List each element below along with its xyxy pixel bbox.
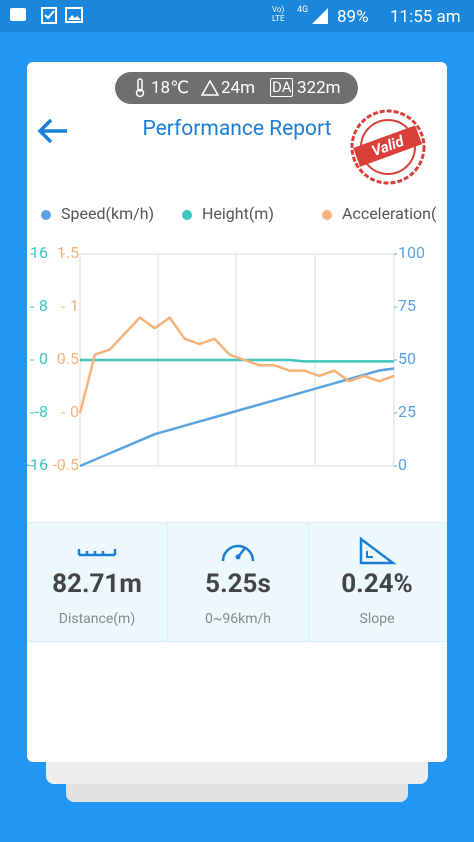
legend-label: Height(m) [202,204,274,223]
y-tick-label: 0 [398,455,407,474]
back-button[interactable] [35,116,71,146]
y-tick-label: 0 [70,402,79,421]
chart: 0 25 50 75 100 -16 -8 0 8 16 -0.5 0 0.5 1 1.5 Speed(km… [27,204,437,474]
stat-label: Distance(m) [58,611,136,627]
y-tick-label: 8 [39,296,48,315]
da-badge: DA [270,78,294,97]
stat-time: 5.25s 0~96km/h [167,523,309,641]
legend-swatch [41,210,51,220]
altitude-icon [201,79,219,96]
battery: 89% [337,7,369,27]
stat-distance: 82.71m Distance(m) [27,523,167,641]
stat-value: 0.24% [341,569,413,599]
legend-swatch [182,210,192,220]
slope-icon [359,537,397,565]
y-tick-label: 50 [398,349,416,368]
report-card: 18℃ 24m DA 322m Performance Report Valid… [27,62,447,762]
legend-swatch [322,210,332,220]
thermometer-icon [135,78,145,98]
chart-plot: 0 25 50 75 100 -16 -8 0 8 16 -0.5 0 0.5 1 1.5 [27,243,425,474]
y-tick-label: 1.5 [57,243,79,262]
y-tick-label: 1 [70,296,79,315]
notification-icons [10,7,83,24]
y-tick-label: 16 [30,243,48,262]
y-tick-label: 100 [398,243,425,262]
speedometer-icon [221,544,255,562]
stat-value: 5.25s [205,569,271,599]
signal-icon [312,8,328,24]
y-tick-label: -8 [35,402,48,421]
series-line [80,358,394,363]
network: 4G [297,5,309,15]
clock: 11:55 am [390,7,461,27]
conditions-pill: 18℃ 24m DA 322m [115,72,358,104]
stat-slope: 0.24% Slope [307,523,447,641]
stat-label: 0~96km/h [205,611,271,627]
y-tick-label: -0.5 [52,455,79,474]
y-tick-label: 0.5 [57,349,79,368]
density-altitude: 322m [297,78,341,98]
status-bar: Vo) LTE 4G 89% 11:55 am [0,0,474,32]
y-tick-label: 25 [398,402,416,421]
stat-value: 82.71m [52,569,142,599]
stat-label: Slope [359,611,395,627]
valid-stamp: Valid [350,109,426,185]
legend-label: Speed(km/h) [61,204,154,223]
y-tick-label: 0 [39,349,48,368]
stats-row: 82.71m Distance(m) 5.25s 0~96km/h 0.24% … [27,522,447,642]
altitude: 24m [221,78,256,98]
series-line [78,316,395,414]
ruler-icon [77,549,117,557]
volte: Vo) LTE [272,5,285,23]
temperature: 18℃ [151,78,190,98]
y-tick-label: -16 [27,455,48,474]
legend-label: Acceleration( [342,204,437,223]
series-line [79,367,395,468]
page-title: Performance Report [142,117,332,141]
y-tick-label: 75 [398,296,416,315]
